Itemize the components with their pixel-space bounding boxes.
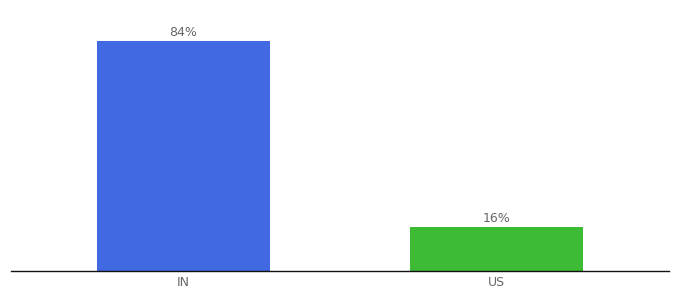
Bar	[97, 41, 269, 271]
Bar	[411, 227, 583, 271]
Text: 16%: 16%	[483, 212, 511, 225]
Text: 84%: 84%	[169, 26, 197, 39]
